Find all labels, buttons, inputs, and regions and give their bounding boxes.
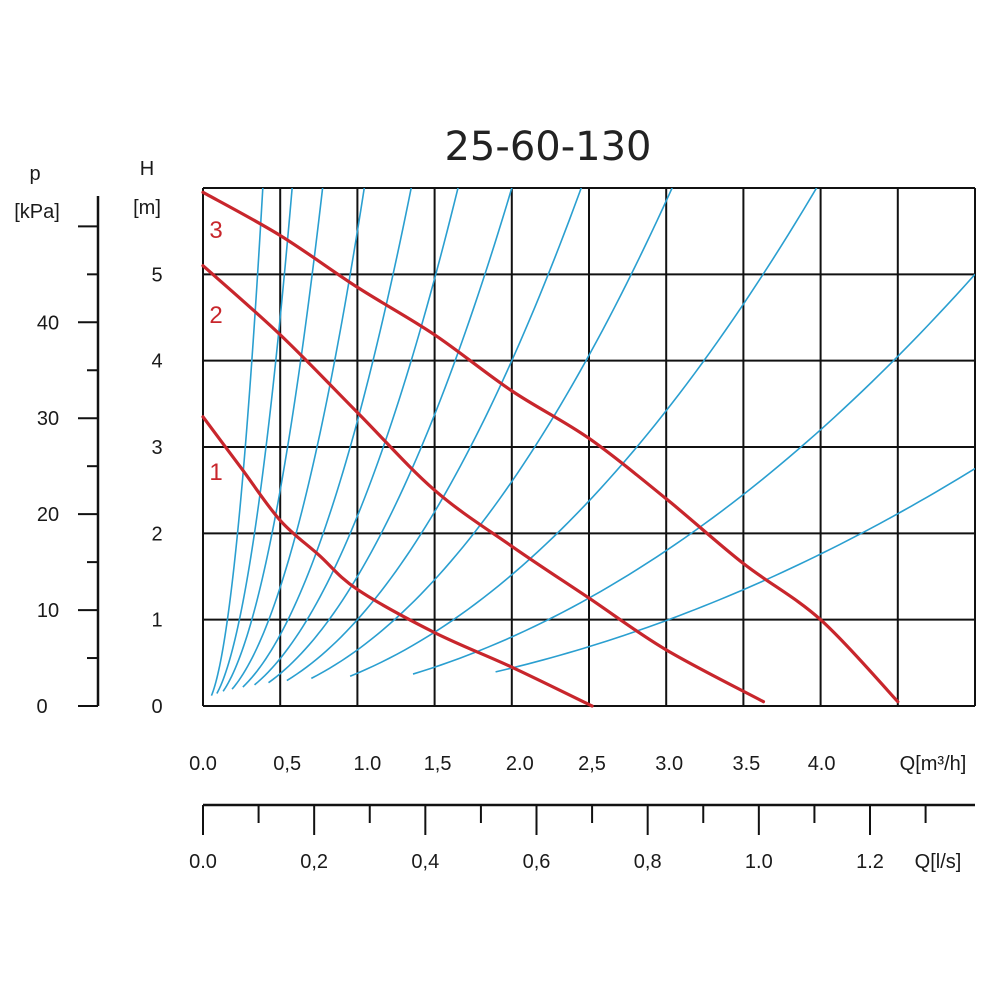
head-axis-unit: [m] [133,197,161,219]
pump-curves [201,190,900,708]
flow-m3h-tick-label: 3.0 [655,753,683,775]
head-axis-name: H [140,158,154,180]
system-curve [495,467,975,673]
pressure-tick-label: 10 [37,600,59,622]
flow-axis-ls: Q[l/s] 0.0 0,2 0,4 0,6 0,8 1.0 1.2 [189,803,975,873]
system-curve [222,188,324,692]
flow-m3h-tick-label: 1.0 [353,753,381,775]
flow-m3h-tick-label: 3.5 [732,753,760,775]
pump-curve-labels: 1 2 3 [209,217,222,486]
flow-ls-tick-label: 0.0 [189,851,217,873]
pressure-tick-label: 20 [37,504,59,526]
flow-axis-m3h-unit: Q[m³/h] [900,753,967,775]
flow-m3h-tick-label: 2.0 [506,753,534,775]
pump-curve-1 [201,415,594,708]
flow-ls-tick-label: 0,8 [634,851,662,873]
head-tick-label: 1 [151,610,162,632]
pressure-axis-name: p [29,163,40,185]
pressure-tick-label: 0 [36,696,47,718]
head-tick-label: 3 [151,437,162,459]
head-axis: H [m] 0 1 2 3 4 5 [133,158,162,718]
head-tick-label: 4 [151,351,162,373]
flow-ls-tick-label: 1.2 [856,851,884,873]
system-curve [210,188,264,696]
system-curve [412,273,975,675]
flow-m3h-tick-label: 0,5 [273,753,301,775]
pressure-tick-label: 30 [37,408,59,430]
flow-m3h-tick-label: 0.0 [189,753,217,775]
head-tick-label: 2 [151,523,162,545]
pump-curve-3 [201,190,900,704]
pump-curve-label: 3 [209,217,222,244]
plot-grid [202,187,976,707]
flow-ls-tick-label: 0,4 [411,851,439,873]
system-curve [216,188,293,694]
pressure-axis: p [kPa] 0 10 20 30 40 [14,163,100,718]
system-curve [268,188,513,684]
system-curves [210,188,975,696]
system-curve [242,188,413,688]
flow-ls-tick-label: 0,2 [300,851,328,873]
flow-ls-tick-label: 0,6 [523,851,551,873]
system-curve [310,188,673,680]
pump-curve-label: 2 [209,302,222,329]
flow-m3h-tick-label: 4.0 [808,753,836,775]
head-tick-label: 0 [151,696,162,718]
pressure-tick-label: 40 [37,312,59,334]
pump-curve-2 [201,264,766,704]
flow-m3h-tick-label: 1,5 [424,753,452,775]
system-curve [254,188,459,686]
flow-axis-ls-unit: Q[l/s] [915,851,962,873]
flow-axis-m3h: Q[m³/h] 0.0 0,5 1.0 1,5 2.0 2,5 3.0 3.5 4.0 [189,753,966,775]
pressure-axis-unit: [kPa] [14,201,60,223]
system-curve [349,188,818,677]
pump-curve-label: 1 [209,459,222,486]
head-tick-label: 5 [151,264,162,286]
system-curve [286,188,583,682]
chart-title: 25-60-130 [444,124,651,170]
flow-m3h-tick-label: 2,5 [578,753,606,775]
system-curve [231,188,366,690]
flow-ls-tick-label: 1.0 [745,851,773,873]
